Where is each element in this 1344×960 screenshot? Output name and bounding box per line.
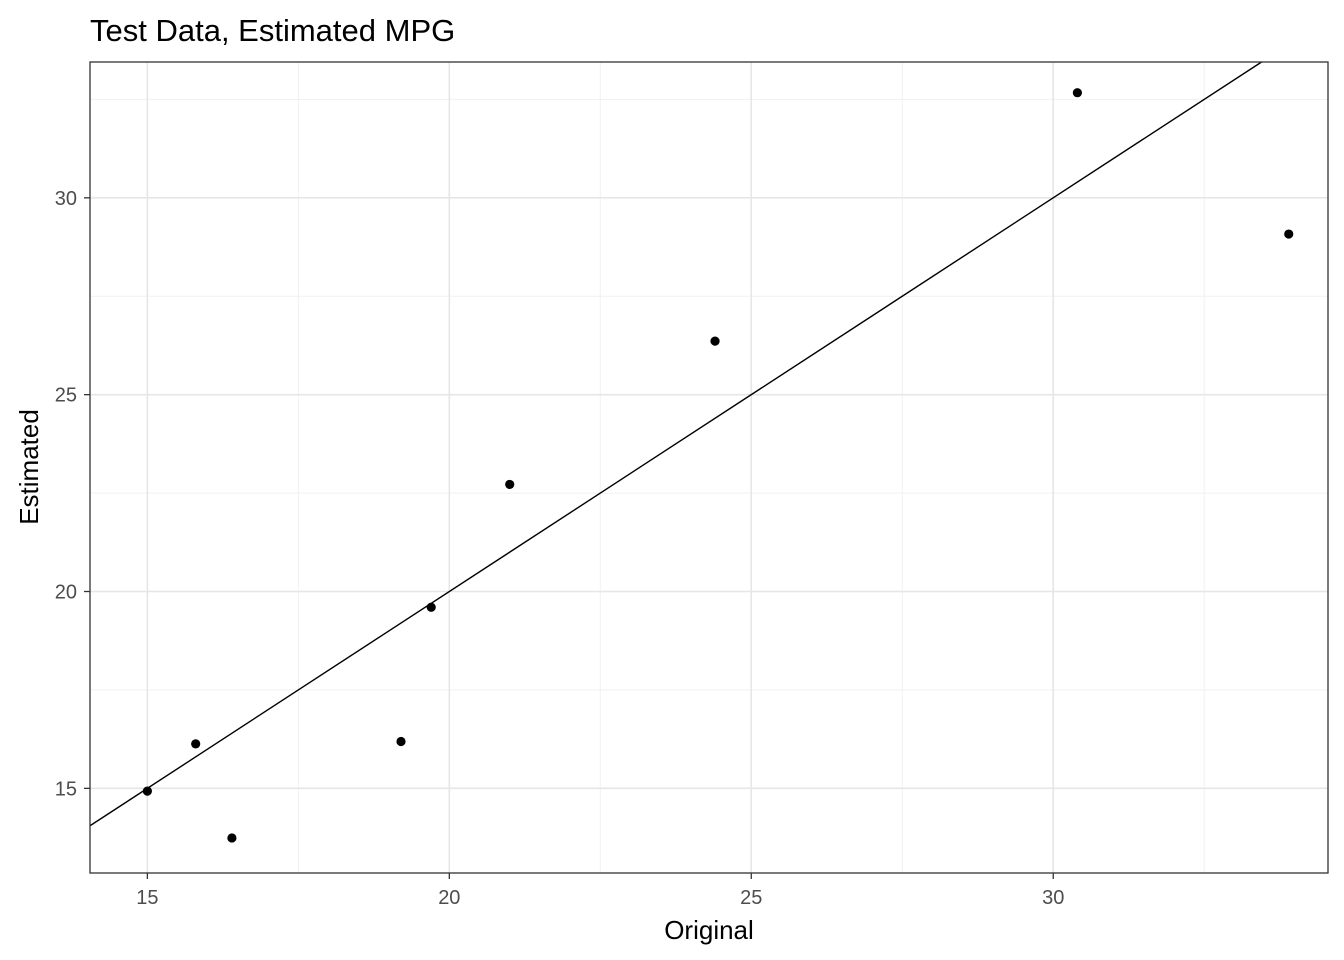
- data-point: [191, 739, 201, 749]
- y-tick-label: 25: [55, 385, 77, 407]
- y-axis-title: Estimated: [14, 409, 44, 525]
- data-point: [142, 786, 152, 796]
- data-point: [426, 602, 436, 612]
- x-tick-label: 20: [438, 887, 460, 909]
- data-point: [1284, 229, 1294, 239]
- x-axis-title: Original: [664, 915, 754, 945]
- y-axis: 15 20 25 30: [55, 188, 90, 800]
- data-point: [1072, 88, 1082, 98]
- minor-grid: [90, 62, 1328, 873]
- reference-line: [89, 61, 1262, 827]
- data-point: [227, 833, 237, 843]
- data-point: [710, 336, 720, 346]
- x-tick-label: 15: [136, 887, 158, 909]
- y-tick-label: 30: [55, 188, 77, 210]
- major-grid: [90, 62, 1328, 873]
- y-tick-label: 15: [55, 778, 77, 800]
- y-tick-label: 20: [55, 582, 77, 604]
- chart-title: Test Data, Estimated MPG: [90, 13, 455, 48]
- data-points: [142, 88, 1294, 843]
- data-point: [396, 736, 406, 747]
- reference-line-group: [89, 61, 1262, 827]
- data-point: [505, 479, 515, 490]
- plot-panel-border: [89, 61, 1329, 874]
- x-tick-label: 30: [1042, 887, 1064, 909]
- x-axis: 15 20 25 30: [136, 873, 1064, 909]
- x-tick-label: 25: [740, 887, 762, 909]
